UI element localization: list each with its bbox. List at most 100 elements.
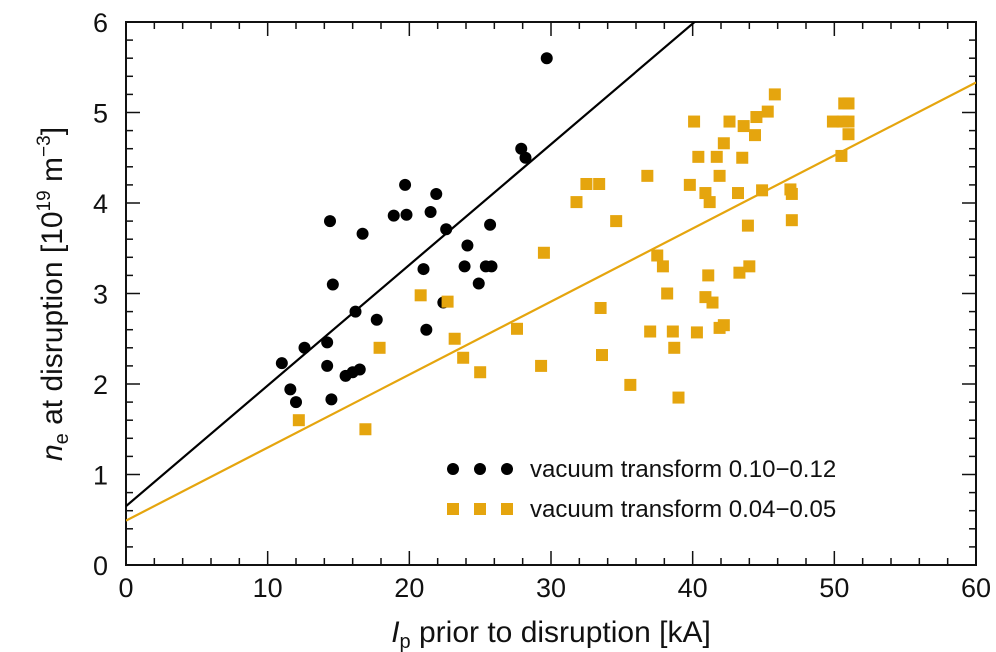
data-point-series-2 <box>672 391 685 404</box>
y-tick-label: 5 <box>93 99 108 129</box>
data-point-series-1 <box>458 260 471 273</box>
data-point-series-1 <box>461 239 474 252</box>
data-point-series-2 <box>441 295 454 308</box>
data-point-series-1 <box>321 359 334 372</box>
x-tick-label: 30 <box>536 573 566 603</box>
y-tick-label: 1 <box>93 461 108 491</box>
data-point-series-2 <box>842 97 855 110</box>
data-point-series-2 <box>723 115 736 128</box>
data-point-series-2 <box>717 137 730 150</box>
data-point-series-1 <box>353 363 366 376</box>
data-point-series-1 <box>321 336 334 349</box>
data-point-series-1 <box>290 396 302 409</box>
data-point-series-2 <box>651 249 664 262</box>
data-point-series-2 <box>666 325 679 338</box>
data-point-series-2 <box>717 319 730 332</box>
data-point-series-1 <box>485 260 498 273</box>
data-point-series-2 <box>593 177 606 190</box>
y-tick-label: 4 <box>93 189 108 219</box>
data-point-series-1 <box>325 393 338 406</box>
legend-label-series-2: vacuum transform 0.04−0.05 <box>530 496 836 523</box>
data-point-series-2 <box>535 359 548 372</box>
fit-line-series-1 <box>126 22 697 508</box>
data-point-series-1 <box>356 227 369 240</box>
legend-marker-black-circles <box>447 463 513 475</box>
data-point-series-2 <box>710 150 723 163</box>
data-point-series-2 <box>756 184 769 197</box>
data-point-series-2 <box>743 260 756 273</box>
data-point-series-2 <box>826 115 839 128</box>
data-point-series-2 <box>414 289 427 302</box>
data-point-series-2 <box>749 129 761 142</box>
data-point-series-1 <box>420 323 433 336</box>
x-tick-label: 50 <box>819 573 849 603</box>
legend-marker-series-1 <box>474 463 486 475</box>
axis-ticks <box>125 21 977 566</box>
y-axis-label: ne at disruption [1019 m−3] <box>34 127 73 461</box>
data-point-series-1 <box>430 187 443 200</box>
data-point-series-2 <box>761 105 774 118</box>
data-point-series-2 <box>688 115 701 128</box>
data-point-series-2 <box>842 115 855 128</box>
data-point-series-2 <box>699 187 712 200</box>
data-point-series-1 <box>326 278 339 291</box>
data-point-series-1 <box>275 357 288 370</box>
data-point-series-2 <box>596 349 608 362</box>
data-point-series-2 <box>713 169 726 182</box>
data-point-series-2 <box>624 378 637 391</box>
data-point-series-1 <box>298 341 311 354</box>
data-point-series-1 <box>349 305 362 318</box>
legend-marker-series-2 <box>447 503 459 515</box>
y-tick-label: 0 <box>93 551 108 581</box>
data-point-series-1 <box>284 383 297 396</box>
data-point-series-2 <box>702 269 715 282</box>
data-point-series-1 <box>370 313 383 326</box>
data-point-series-2 <box>610 215 623 228</box>
data-point-series-1 <box>519 151 532 164</box>
data-point-series-2 <box>457 351 470 364</box>
y-tick-label: 2 <box>93 370 108 400</box>
data-point-series-1 <box>387 209 400 222</box>
data-point-series-2 <box>668 341 681 354</box>
fit-lines <box>126 22 976 522</box>
data-point-series-2 <box>736 151 749 164</box>
data-point-series-2 <box>692 150 705 163</box>
data-points <box>275 52 855 436</box>
x-tick-label: 60 <box>961 573 991 603</box>
data-point-series-2 <box>373 341 386 354</box>
data-point-series-2 <box>448 332 461 345</box>
data-point-series-2 <box>785 187 798 200</box>
data-point-series-2 <box>359 423 372 436</box>
legend-label-series-1: vacuum transform 0.10−0.12 <box>530 456 836 483</box>
data-point-series-1 <box>417 263 430 276</box>
data-point-series-1 <box>399 178 412 191</box>
data-point-series-2 <box>741 219 754 232</box>
data-point-series-1 <box>424 206 437 219</box>
legend-marker-series-1 <box>447 463 459 475</box>
x-tick-label: 20 <box>394 573 424 603</box>
data-point-series-1 <box>515 142 528 155</box>
data-point-series-2 <box>292 414 305 427</box>
data-point-series-1 <box>324 215 336 228</box>
x-axis-label: Ip prior to disruption [kA] <box>391 616 711 652</box>
data-point-series-2 <box>537 246 550 259</box>
legend-marker-orange-squares <box>447 503 513 515</box>
data-point-series-2 <box>785 214 798 227</box>
data-point-series-2 <box>683 178 696 191</box>
tick-labels: 0 10 20 30 40 50 60 0 1 2 3 4 5 6 <box>93 8 991 603</box>
data-point-series-2 <box>835 149 848 162</box>
data-point-series-2 <box>732 187 744 200</box>
data-point-series-2 <box>737 120 750 133</box>
data-point-series-2 <box>594 301 607 314</box>
data-point-series-2 <box>641 169 654 182</box>
y-tick-label: 6 <box>93 8 108 38</box>
data-point-series-2 <box>690 326 703 339</box>
data-point-series-2 <box>661 287 674 300</box>
legend-marker-series-1 <box>501 463 513 475</box>
data-point-series-2 <box>580 177 593 190</box>
data-point-series-2 <box>733 266 746 279</box>
data-point-series-2 <box>706 296 719 309</box>
data-point-series-2 <box>842 128 855 141</box>
x-tick-label: 40 <box>678 573 708 603</box>
